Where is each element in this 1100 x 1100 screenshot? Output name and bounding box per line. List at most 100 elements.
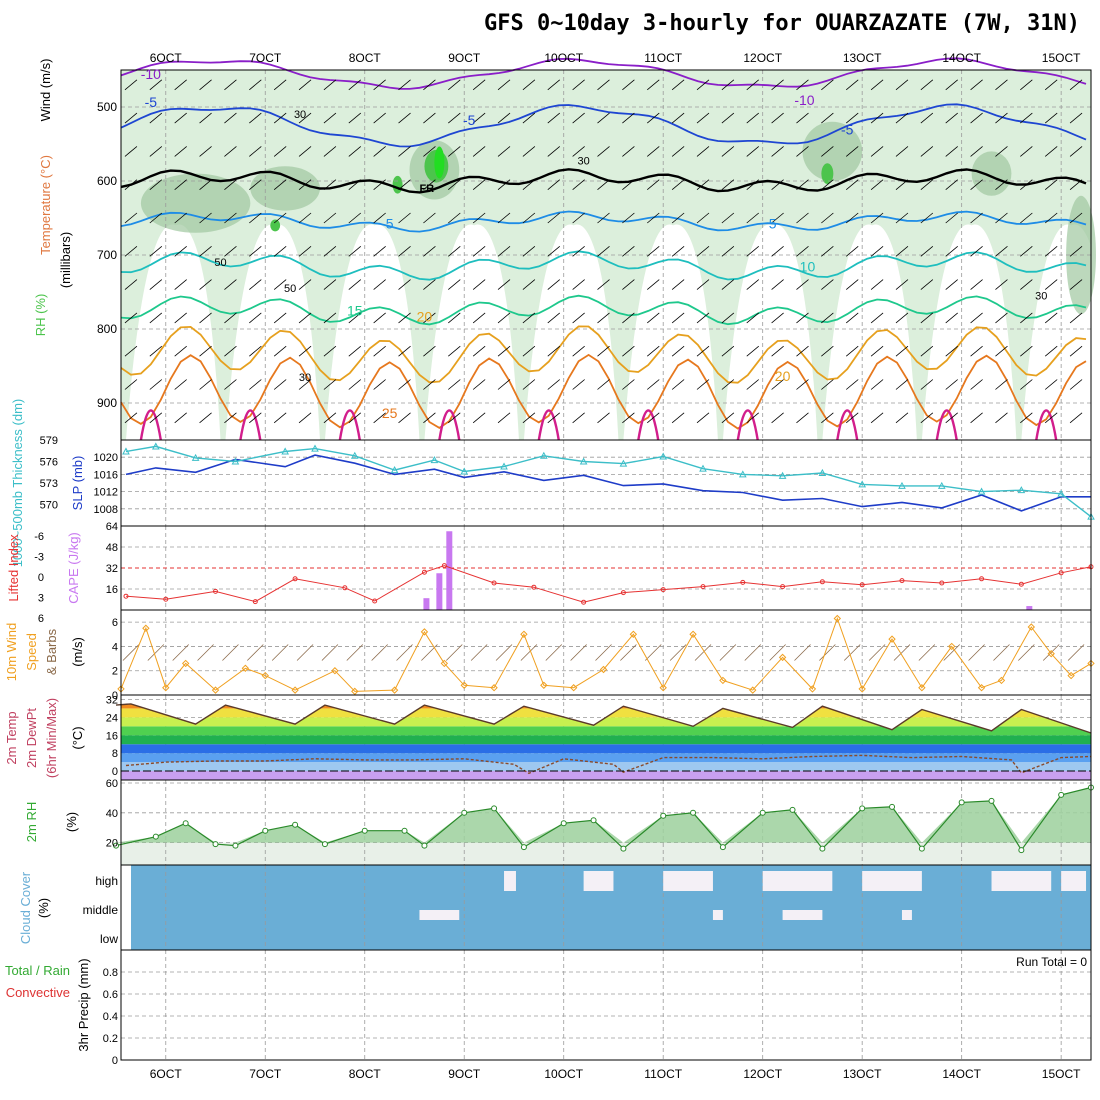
wind-barb (298, 345, 312, 357)
wind-barb (1069, 245, 1083, 257)
wind-barb (821, 112, 834, 124)
cloud-level-label: middle (83, 903, 119, 917)
wind-barb (647, 146, 660, 157)
li-point (620, 590, 626, 596)
wind-barb (995, 279, 1008, 290)
li-point (780, 584, 786, 590)
rh-saturated-core (434, 146, 445, 179)
rh2m-point (1058, 791, 1065, 798)
wind-barb (174, 279, 187, 290)
wind-barb (895, 212, 909, 224)
wind10-barb (843, 644, 861, 661)
wind10-point (1027, 623, 1036, 631)
slp-tick-label: 1020 (94, 452, 118, 464)
wind-barb (895, 112, 909, 124)
contour-label: 15 (347, 303, 363, 319)
wind-barb (522, 245, 536, 257)
wind-barb (696, 245, 710, 257)
wind-barb (1044, 212, 1058, 224)
precip-tick-label: 0.2 (103, 1033, 118, 1045)
thickness-point (977, 487, 986, 495)
wind-barb (323, 379, 337, 390)
wind-barb (398, 245, 411, 257)
wind-barb (771, 345, 784, 357)
rh2m-point (958, 799, 965, 806)
wind-barb (472, 312, 486, 324)
wind-barb (298, 312, 312, 324)
top-date-tick-label: 9OCT (448, 51, 481, 65)
wind-barb (597, 212, 610, 224)
wind-barb (497, 112, 511, 124)
cloud-axis-label: Cloud Cover (18, 871, 33, 944)
wind-barb (696, 312, 710, 324)
wind-barb (298, 79, 312, 91)
wind-barb (771, 112, 784, 124)
thickness-point (659, 452, 668, 460)
isotherm-temp_30 (935, 409, 958, 441)
wind-barb (472, 179, 486, 191)
isotherm-temp_30 (239, 409, 262, 441)
rh-moist-patch (140, 173, 251, 233)
wind-barb (895, 146, 909, 157)
wind-barb (522, 112, 536, 124)
rh-moist-patch (802, 121, 863, 181)
wind-barb (423, 212, 436, 224)
wind-barb (945, 212, 958, 224)
freezing-level-label: FR (419, 183, 434, 195)
li-point (421, 569, 427, 575)
wind10-barbs-label: & Barbs (44, 628, 59, 675)
wind-barb (448, 79, 461, 91)
wind-barb (1069, 312, 1083, 324)
wind-barb (199, 412, 212, 424)
wind10-barb (296, 644, 314, 661)
wind10-point (599, 665, 608, 674)
rh-dry-region (324, 224, 420, 440)
wind-barb (1044, 179, 1058, 191)
wind-barb (821, 379, 834, 390)
pressure-axis-label: (millibars) (58, 232, 73, 288)
rh2m-unit-label: (%) (64, 812, 79, 832)
li-point (372, 598, 378, 604)
wind10-barb (172, 644, 189, 661)
wind-barb (124, 179, 138, 191)
wind-barb (522, 179, 536, 191)
wind-barb (1044, 379, 1058, 390)
wind-barb (1044, 412, 1058, 424)
thickness-point (430, 456, 439, 464)
precip-total-label: Total / Rain (5, 963, 70, 978)
wind10-point (142, 624, 150, 632)
wind10-point (520, 630, 528, 638)
wind-barb (249, 112, 262, 124)
wind-barb (373, 245, 386, 257)
wind-barb (224, 112, 237, 124)
isotherm-temp_30 (139, 409, 162, 441)
wind-barb (174, 212, 187, 224)
chart-title: GFS 0~10day 3-hourly for OUARZAZATE (7W,… (484, 11, 1080, 36)
wind-barb (273, 112, 287, 124)
wind-barb (497, 79, 511, 91)
rh-moist-patch (971, 151, 1012, 196)
wind-barb (547, 412, 561, 424)
wind-barb (348, 412, 362, 424)
rh-dry-region (225, 224, 320, 440)
wind10-point (659, 684, 667, 692)
wind10-barb (868, 644, 886, 661)
rh2m-point (719, 844, 726, 851)
wind-barb (995, 112, 1008, 124)
rh2m-point (590, 817, 597, 824)
wind-barb (895, 312, 909, 324)
thickness-tick-label: 579 (40, 435, 58, 447)
wind-barb (472, 279, 486, 290)
wind-barb (696, 79, 710, 91)
li-point (859, 582, 865, 588)
wind-barb (497, 412, 511, 424)
rh2m-point (262, 827, 269, 834)
wind-barb (1069, 146, 1083, 157)
temp-tick-label: 32 (106, 694, 118, 706)
wind-barb (870, 279, 884, 290)
wind10-point (977, 684, 986, 692)
temp-tick-label: 8 (112, 748, 118, 760)
wind-barb (1020, 312, 1033, 324)
wind-tick-label: 0 (112, 690, 118, 702)
